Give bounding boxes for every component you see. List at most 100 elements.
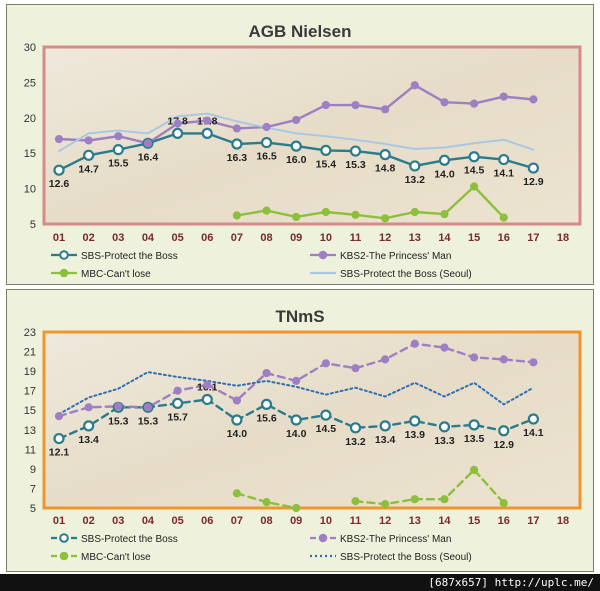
data-point: [438, 421, 451, 433]
data-label: 14.5: [464, 165, 485, 177]
data-point: [321, 359, 330, 368]
legend-label: KBS2-The Princess' Man: [340, 534, 451, 545]
data-point: [381, 105, 390, 114]
legend-marker: [59, 533, 69, 543]
data-point: [499, 355, 508, 364]
data-point: [231, 138, 243, 150]
data-point: [527, 413, 540, 425]
y-tick-label: 9: [30, 464, 36, 476]
data-point: [499, 499, 508, 508]
legend-marker: [59, 268, 69, 278]
y-tick-label: 10: [24, 184, 36, 196]
data-point: [498, 425, 510, 437]
data-point: [143, 403, 153, 412]
data-point: [53, 164, 65, 176]
plot-frame: [42, 45, 582, 226]
x-tick-label: 09: [290, 232, 302, 244]
data-point: [232, 489, 241, 498]
data-point: [470, 182, 479, 191]
data-label: 13.9: [405, 429, 426, 441]
x-tick-label: 02: [83, 232, 95, 244]
plot-background: [44, 332, 580, 508]
data-point: [440, 495, 449, 504]
data-point: [349, 422, 362, 434]
data-point: [320, 144, 332, 156]
data-point: [262, 122, 271, 132]
data-point: [292, 376, 301, 385]
x-tick-label: 13: [409, 232, 421, 244]
y-tick-label: 11: [25, 444, 36, 456]
data-point: [260, 136, 273, 149]
y-tick-label: 21: [24, 347, 36, 359]
data-label: 15.3: [345, 159, 366, 171]
series-line-2: [235, 185, 505, 220]
data-point: [292, 115, 301, 125]
data-point: [351, 497, 360, 506]
data-label: 15.3: [108, 415, 129, 427]
data-point: [527, 162, 540, 174]
x-tick-label: 05: [171, 232, 183, 244]
data-label: 13.3: [434, 435, 455, 447]
x-tick-label: 09: [290, 515, 302, 527]
x-tick-label: 15: [468, 232, 480, 244]
data-label: 15.5: [108, 158, 129, 170]
data-point: [351, 100, 360, 110]
data-label: 14.1: [494, 168, 515, 180]
x-tick-label: 06: [201, 515, 213, 527]
data-point: [438, 154, 451, 166]
data-point: [114, 402, 123, 411]
data-point: [262, 206, 271, 215]
series-line-3: [58, 112, 535, 153]
legend-marker: [59, 250, 69, 260]
data-point: [203, 380, 212, 389]
x-tick-label: 18: [557, 515, 569, 527]
data-point: [232, 396, 241, 405]
y-tick-label: 23: [24, 327, 36, 339]
data-point: [232, 211, 241, 220]
data-point: [203, 116, 212, 125]
data-point: [84, 403, 93, 412]
data-point: [83, 420, 95, 432]
x-tick-label: 10: [320, 515, 332, 527]
data-label: 14.8: [375, 163, 396, 175]
x-tick-label: 04: [142, 515, 155, 527]
data-point: [379, 149, 391, 161]
chart-agb-nielsen: AGB Nielsen 5 10 15 20 25 30 01 02 03 04 05 06 07 08 09…: [24, 22, 582, 280]
watermark-text: [687x657] http://uplc.me/: [428, 576, 594, 589]
x-tick-label: 07: [231, 515, 243, 527]
x-tick-label: 16: [498, 232, 510, 244]
x-tick-label: 02: [83, 515, 95, 527]
data-point: [321, 100, 330, 110]
legend-label: SBS-Protect the Boss: [81, 534, 178, 545]
x-tick-label: 03: [112, 232, 124, 244]
x-tick-label: 15: [468, 515, 480, 527]
data-label: 13.4: [375, 434, 396, 446]
x-tick-label: 10: [320, 232, 332, 244]
legend-label: SBS-Protect the Boss (Seoul): [340, 269, 472, 280]
data-point: [470, 353, 479, 362]
data-point: [440, 343, 449, 352]
data-point: [498, 153, 510, 166]
data-point: [114, 132, 123, 141]
data-point: [112, 144, 124, 156]
data-point: [201, 393, 213, 406]
data-point: [321, 207, 330, 217]
data-point: [173, 119, 182, 128]
watermark-bar: [687x657] http://uplc.me/: [0, 574, 600, 591]
chart-title: TNmS: [275, 307, 324, 326]
y-tick-label: 5: [30, 219, 36, 231]
y-tick-label: 13: [24, 425, 36, 437]
data-label: 14.0: [227, 428, 248, 440]
data-label: 13.2: [345, 436, 366, 448]
data-point: [173, 386, 182, 395]
plot-frame: [42, 330, 582, 510]
data-label: 16.5: [256, 151, 277, 163]
data-point: [529, 95, 538, 104]
data-point: [409, 160, 421, 172]
data-point: [470, 465, 479, 474]
data-label: 16.0: [286, 154, 307, 166]
data-point: [143, 139, 153, 148]
legend-marker: [318, 250, 328, 260]
x-tick-label: 12: [379, 515, 391, 527]
legend-label: SBS-Protect the Boss: [81, 251, 178, 262]
